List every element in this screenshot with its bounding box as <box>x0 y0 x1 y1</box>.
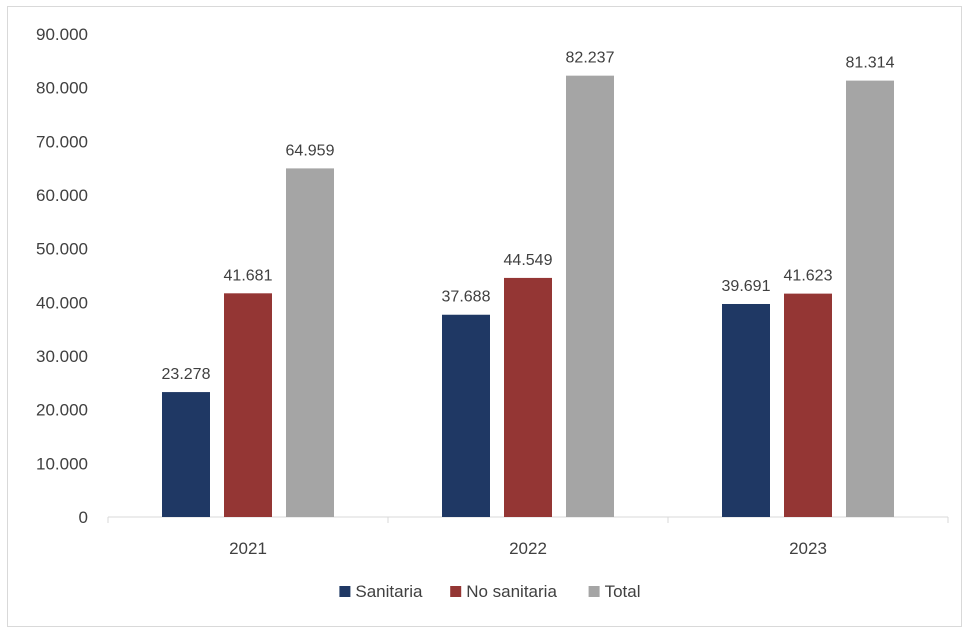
bar-no-sanitaria <box>784 293 832 517</box>
bars <box>162 75 894 517</box>
data-label: 81.314 <box>846 55 895 72</box>
bar-sanitaria <box>442 314 490 517</box>
y-tick-label: 50.000 <box>36 240 88 259</box>
bar-sanitaria <box>162 392 210 517</box>
legend-label: Total <box>605 582 641 601</box>
bar-total <box>846 80 894 517</box>
data-label: 44.549 <box>504 252 553 269</box>
y-tick-label: 90.000 <box>36 25 88 44</box>
y-tick-label: 20.000 <box>36 401 88 420</box>
legend-label: No sanitaria <box>466 582 557 601</box>
y-tick-label: 70.000 <box>36 132 88 151</box>
y-tick-label: 60.000 <box>36 186 88 205</box>
data-labels: 23.278 41.681 64.959 37.688 44.549 82.237 39.6… <box>162 50 895 383</box>
x-tick-label: 2023 <box>789 539 827 558</box>
y-tick-label: 0 <box>79 508 88 527</box>
data-label: 37.688 <box>442 289 491 306</box>
legend-item: Sanitaria <box>339 582 423 601</box>
data-label: 41.623 <box>784 268 833 285</box>
data-label: 82.237 <box>566 50 615 67</box>
x-tick-label: 2021 <box>229 539 267 558</box>
bar-total <box>286 168 334 517</box>
bar-no-sanitaria <box>504 277 552 517</box>
legend-swatch <box>588 586 600 597</box>
y-tick-label: 80.000 <box>36 79 88 98</box>
y-tick-label: 10.000 <box>36 454 88 473</box>
data-label: 64.959 <box>286 142 335 159</box>
legend-swatch <box>450 586 462 597</box>
bar-no-sanitaria <box>224 293 272 517</box>
legend-item: No sanitaria <box>450 582 557 601</box>
y-axis-tick-labels: 0 10.000 20.000 30.000 40.000 50.000 60.000 70.… <box>36 25 88 527</box>
x-axis: 2021 2022 2023 <box>107 516 949 558</box>
data-label: 41.681 <box>224 267 273 284</box>
legend: Sanitaria No sanitaria Total <box>339 582 641 601</box>
x-tick-label: 2022 <box>509 539 547 558</box>
data-label: 23.278 <box>162 366 211 383</box>
legend-item: Total <box>588 582 641 601</box>
bar-sanitaria <box>722 303 770 517</box>
y-tick-label: 30.000 <box>36 347 88 366</box>
legend-swatch <box>339 586 351 597</box>
y-tick-label: 40.000 <box>36 293 88 312</box>
bar-total <box>566 75 614 517</box>
legend-label: Sanitaria <box>355 582 423 601</box>
data-label: 39.691 <box>722 278 771 295</box>
